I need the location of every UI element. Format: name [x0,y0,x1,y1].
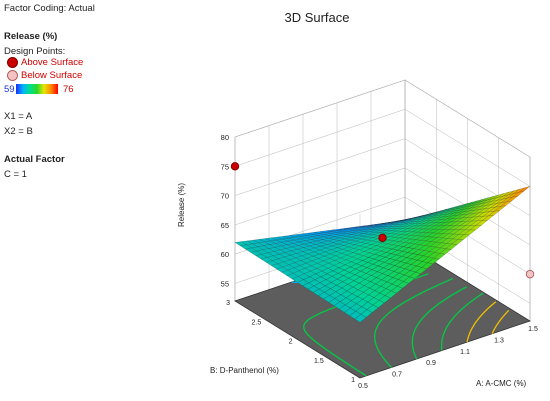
contour-line [303,273,429,377]
y-tick-label: 2 [289,339,293,346]
color-scale-bar [16,84,58,94]
actual-factor-value: C = 1 [4,169,27,180]
color-scale-min: 59 [4,84,15,95]
design-point-above [378,233,387,242]
z-tick-label: 65 [221,221,229,230]
design-point-below [525,269,535,279]
x-tick-label: 0.9 [426,360,436,367]
x-tick-label: 0.7 [392,372,402,379]
x-axis-label: A: A-CMC (%) [476,379,527,388]
x-tick-label: 1.1 [460,349,470,356]
design-points-label: Design Points: [4,46,66,57]
x-tick-label: 0.5 [358,383,368,390]
z-tick-label: 70 [221,192,229,201]
x-tick-label: 1.3 [494,337,504,344]
contour-line [466,301,497,343]
actual-factor-title: Actual Factor [4,154,65,165]
color-scale-max: 76 [63,84,74,95]
z-tick-label: 80 [221,133,229,142]
z-tick-label: 60 [221,250,229,259]
z-tick-label: 75 [221,162,229,171]
contour-line [440,292,484,351]
y-tick-label: 1 [351,377,355,384]
legend-below-label: Below Surface [21,70,83,81]
y-tick-label: 2.5 [252,319,262,326]
response-title: Release (%) [4,31,58,42]
x-tick-label: 1.5 [528,326,538,333]
mapping-x2: X2 = B [4,126,33,137]
design-point-above [230,162,240,171]
y-tick-label: 1.5 [314,358,324,365]
z-tick-label: 55 [221,279,229,288]
factor-coding-label: Factor Coding: Actual [4,3,95,14]
chart-title: 3D Surface [284,10,350,25]
legend-above-label: Above Surface [21,57,84,68]
below-surface-marker-icon [7,70,18,81]
z-axis-label: Release (%) [177,183,186,227]
y-tick-label: 3 [226,300,230,307]
mapping-x1: X1 = A [4,111,33,122]
above-surface-marker-icon [7,57,18,68]
contour-line [374,278,453,368]
contour-line [411,286,467,360]
contour-line [491,309,510,334]
y-axis-label: B: D-Panthenol (%) [210,366,279,375]
surface-cell [354,314,367,323]
